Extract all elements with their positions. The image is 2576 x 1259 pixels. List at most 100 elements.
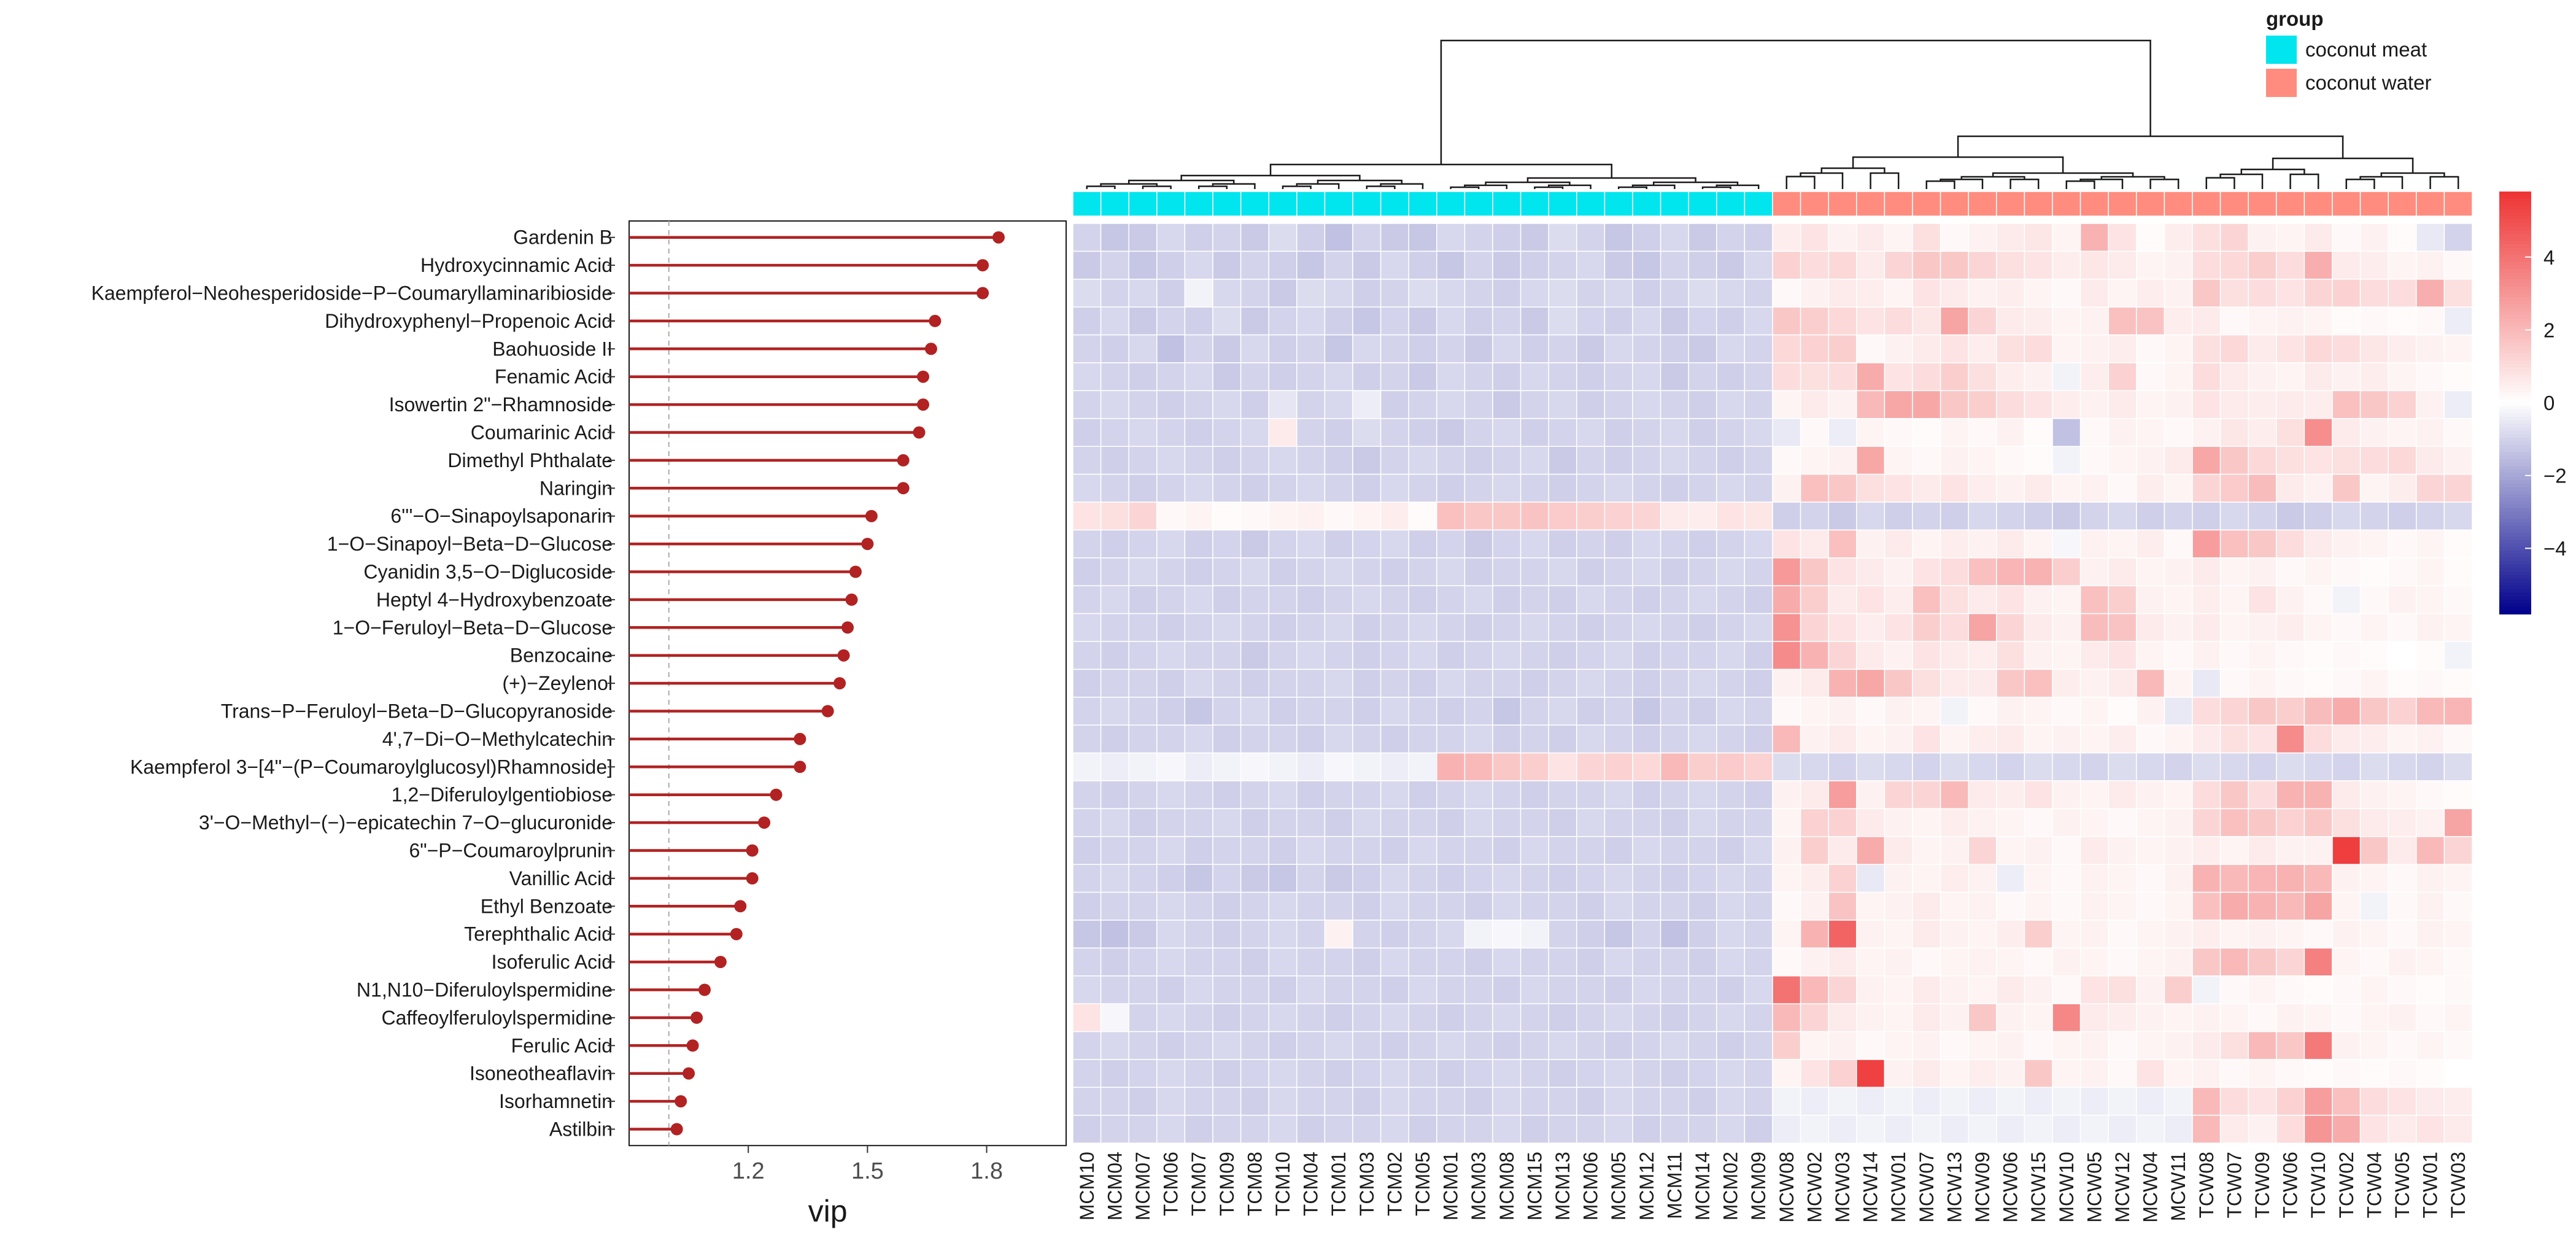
- heatmap-cell: [1296, 557, 1326, 586]
- heatmap-cell: [1688, 446, 1717, 475]
- heatmap-cell: [2416, 1031, 2445, 1060]
- heatmap-cell: [2303, 279, 2333, 308]
- heatmap-cell: [1716, 418, 1746, 447]
- heatmap-cell: [1212, 223, 1242, 252]
- heatmap-cell: [1184, 446, 1213, 475]
- heatmap-cell: [2136, 473, 2165, 503]
- x-tick-label: 1.2: [732, 1158, 765, 1184]
- heatmap-cell: [1548, 529, 1577, 559]
- heatmap-cell: [1828, 641, 1857, 670]
- heatmap-cell: [1436, 390, 1466, 419]
- heatmap-cell: [2416, 473, 2445, 503]
- heatmap-cell: [2164, 529, 2193, 559]
- heatmap-cell: [1576, 1031, 1606, 1060]
- heatmap-cell: [2136, 585, 2165, 614]
- heatmap-cell: [1408, 585, 1437, 614]
- heatmap-cell: [1772, 668, 1801, 698]
- colorbar-segment: [2499, 241, 2531, 245]
- heatmap-cell: [1352, 1115, 1382, 1144]
- heatmap-cell: [1240, 418, 1269, 447]
- heatmap-cell: [1576, 975, 1606, 1004]
- heatmap-cell: [1716, 975, 1746, 1004]
- heatmap-cell: [1408, 250, 1437, 280]
- heatmap-cell: [1912, 362, 1941, 392]
- dendrogram-link: [1617, 186, 1648, 189]
- heatmap-cell: [2248, 836, 2277, 865]
- heatmap-cell: [1492, 1115, 1522, 1144]
- heatmap-cell: [1436, 557, 1466, 586]
- heatmap-cell: [2136, 362, 2165, 392]
- heatmap-cell: [1212, 780, 1242, 810]
- sample-label: MCM04: [1104, 1152, 1126, 1220]
- heatmap-cell: [1128, 1059, 1158, 1088]
- heatmap-cell: [2164, 502, 2193, 531]
- heatmap-cell: [1464, 279, 1493, 308]
- heatmap-cell: [1464, 975, 1493, 1004]
- heatmap-cell: [1968, 864, 1997, 893]
- heatmap-cell: [1912, 975, 1941, 1004]
- heatmap-cell: [1940, 473, 1969, 503]
- heatmap-cell: [1884, 1087, 1913, 1116]
- heatmap-cell: [1156, 975, 1186, 1004]
- heatmap-cell: [1968, 557, 1997, 586]
- lollipop-point: [770, 788, 783, 801]
- group-cell: [1996, 191, 2025, 217]
- heatmap-cell: [2219, 836, 2249, 865]
- heatmap-cell: [2136, 502, 2165, 531]
- lollipop-point: [861, 538, 874, 551]
- heatmap-cell: [1800, 975, 1829, 1004]
- heatmap-cell: [1716, 585, 1746, 614]
- heatmap-cell: [2136, 975, 2165, 1004]
- heatmap-cell: [1436, 780, 1466, 810]
- heatmap-cell: [2024, 1059, 2053, 1088]
- heatmap-cell: [2164, 334, 2193, 363]
- heatmap-cell: [1184, 780, 1213, 810]
- heatmap-cell: [1156, 418, 1186, 447]
- heatmap-cell: [1884, 557, 1913, 586]
- heatmap-cell: [1380, 390, 1409, 419]
- heatmap-cell: [2024, 250, 2053, 280]
- heatmap-cell: [2416, 1003, 2445, 1032]
- heatmap-cell: [1884, 279, 1913, 308]
- heatmap-cell: [2052, 1087, 2081, 1116]
- heatmap-cell: [1492, 557, 1522, 586]
- heatmap-cell: [2108, 641, 2137, 670]
- heatmap-cell: [1996, 557, 2025, 586]
- heatmap-cell: [1548, 446, 1577, 475]
- heatmap-cell: [1632, 362, 1661, 392]
- colorbar-segment: [2499, 438, 2531, 443]
- heatmap-cell: [1464, 223, 1493, 252]
- heatmap-cell: [1800, 668, 1829, 698]
- heatmap-cell: [1324, 697, 1353, 726]
- sample-label: MCM05: [1607, 1152, 1630, 1220]
- heatmap-cell: [2136, 1003, 2165, 1032]
- heatmap-cell: [2024, 502, 2053, 531]
- colorbar-segment: [2499, 251, 2531, 256]
- heatmap-cell: [2192, 446, 2221, 475]
- group-cell: [2079, 191, 2109, 217]
- heatmap-cell: [1128, 529, 1158, 559]
- heatmap-cell: [1660, 446, 1689, 475]
- heatmap-cell: [1492, 697, 1522, 726]
- heatmap-cell: [1744, 223, 1773, 252]
- heatmap-cell: [1940, 1087, 1969, 1116]
- heatmap-cell: [2276, 1087, 2305, 1116]
- sample-label: MCW14: [1860, 1152, 1882, 1223]
- heatmap-cell: [1324, 808, 1353, 837]
- heatmap-cell: [2136, 641, 2165, 670]
- heatmap-cell: [2136, 947, 2165, 977]
- heatmap-cell: [1996, 808, 2025, 837]
- heatmap-cell: [1604, 947, 1633, 977]
- heatmap-cell: [1324, 279, 1353, 308]
- metabolite-label: 1,2−Diferuloylgentiobiose: [392, 784, 613, 806]
- heatmap-cell: [1380, 334, 1409, 363]
- heatmap-cell: [1912, 223, 1941, 252]
- heatmap-cell: [1660, 418, 1689, 447]
- heatmap-cell: [2276, 975, 2305, 1004]
- heatmap-cell: [2192, 836, 2221, 865]
- group-cell: [1604, 191, 1633, 217]
- heatmap-cell: [2164, 1115, 2193, 1144]
- heatmap-cell: [2108, 891, 2137, 921]
- heatmap-cell: [2164, 250, 2193, 280]
